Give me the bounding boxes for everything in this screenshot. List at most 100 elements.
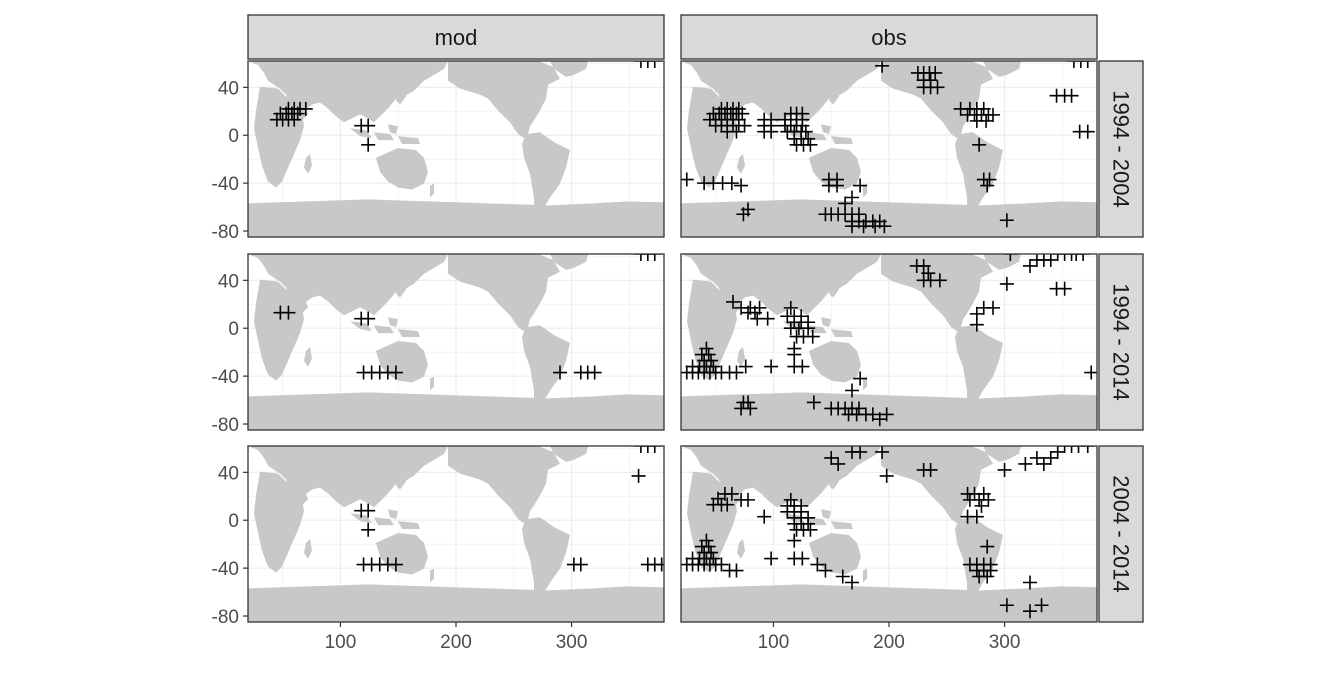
panel-mod-1994-2004 <box>247 60 665 238</box>
plus-marker <box>879 468 894 483</box>
plus-marker <box>647 446 662 453</box>
strip-row-1994-2014: 1994 - 2014 <box>1098 253 1144 431</box>
strip-column-obs: obs <box>680 14 1098 60</box>
plus-marker <box>361 522 376 537</box>
point-layer <box>681 446 1095 619</box>
plus-marker <box>706 359 721 374</box>
plus-marker <box>388 365 403 380</box>
plus-marker <box>1057 446 1072 453</box>
plus-marker <box>787 347 802 362</box>
plus-marker <box>830 178 844 193</box>
panel-obs-1994-2004 <box>680 60 1098 238</box>
plus-marker <box>1022 604 1037 619</box>
y-tick-label: 40 <box>218 463 239 484</box>
plus-marker <box>640 61 655 68</box>
strip-row-2004-2014: 2004 - 2014 <box>1098 445 1144 623</box>
plus-marker <box>298 101 313 116</box>
plus-marker <box>1076 254 1091 261</box>
plus-marker <box>701 539 716 554</box>
plus-marker <box>1043 450 1058 465</box>
plus-marker <box>986 107 1000 122</box>
plus-marker <box>1071 446 1086 453</box>
plus-marker <box>729 124 744 139</box>
plus-marker <box>640 254 655 261</box>
plus-marker <box>361 137 376 152</box>
plus-marker <box>795 359 810 374</box>
plus-marker <box>997 462 1012 477</box>
plus-marker <box>980 539 995 554</box>
plus-marker <box>1043 254 1058 267</box>
plus-marker <box>1064 446 1079 453</box>
plus-marker <box>743 401 758 416</box>
plus-marker <box>1069 254 1084 261</box>
plus-marker <box>760 311 775 326</box>
plus-marker <box>835 569 850 584</box>
panel-mod-2004-2014 <box>247 445 665 623</box>
plus-marker <box>631 468 646 483</box>
strip-background <box>680 14 1098 60</box>
plus-marker <box>877 219 892 234</box>
plus-marker <box>783 300 798 315</box>
x-tick-label: 200 <box>440 632 472 653</box>
x-tick-label: 100 <box>325 632 357 653</box>
plus-marker <box>930 80 945 95</box>
plus-marker <box>731 101 746 116</box>
plus-marker <box>1034 598 1049 613</box>
plus-marker <box>983 563 998 578</box>
plus-marker <box>1018 456 1033 471</box>
panel-border <box>247 253 665 431</box>
plus-marker <box>361 311 376 326</box>
plus-marker <box>1036 456 1051 471</box>
plus-marker <box>932 273 947 288</box>
plus-marker <box>974 498 989 513</box>
plus-marker <box>982 172 997 187</box>
plus-marker <box>928 65 943 80</box>
plus-marker <box>633 254 648 261</box>
y-tick-label: -40 <box>212 174 239 195</box>
x-tick-label: 100 <box>758 632 790 653</box>
strip-label: mod <box>435 25 478 50</box>
plus-marker <box>553 365 567 380</box>
y-tick-label: -80 <box>212 222 239 243</box>
plus-marker <box>720 497 735 512</box>
plus-marker <box>986 300 1000 315</box>
x-tick-label: 300 <box>556 632 588 653</box>
plus-marker <box>361 118 376 133</box>
plus-marker <box>969 509 984 524</box>
plus-marker <box>851 401 866 416</box>
plus-marker <box>633 61 648 68</box>
plus-marker <box>1080 124 1095 139</box>
plus-marker <box>647 254 662 261</box>
panel-obs-2004-2014 <box>680 445 1098 623</box>
strip-label: obs <box>871 25 906 50</box>
plus-marker <box>972 137 987 152</box>
plus-marker <box>803 137 818 152</box>
strip-column-mod: mod <box>247 14 665 60</box>
plus-marker <box>738 359 753 374</box>
plus-marker <box>764 359 779 374</box>
y-tick-label: -40 <box>212 559 239 580</box>
plus-marker <box>1084 365 1097 380</box>
plus-marker <box>845 190 860 205</box>
plus-marker <box>806 395 821 410</box>
y-tick-label: -80 <box>212 607 239 628</box>
panel-mod-1994-2014 <box>247 253 665 431</box>
plus-marker <box>831 456 846 471</box>
strip-label: 2004 - 2014 <box>1109 475 1134 592</box>
plus-marker <box>787 533 802 548</box>
strip-background <box>1098 253 1144 431</box>
y-tick-label: 0 <box>228 511 239 532</box>
strip-row-1994-2004: 1994 - 2004 <box>1098 60 1144 238</box>
plus-marker <box>999 598 1014 613</box>
plus-marker <box>853 178 868 193</box>
y-tick-label: 0 <box>228 126 239 147</box>
plus-marker <box>853 446 868 459</box>
plus-marker <box>724 176 739 191</box>
plus-marker <box>734 178 749 193</box>
plus-marker <box>818 563 833 578</box>
plus-marker <box>798 124 813 139</box>
plus-marker <box>633 446 648 453</box>
plus-marker <box>980 569 995 584</box>
panel-border <box>680 60 1098 238</box>
